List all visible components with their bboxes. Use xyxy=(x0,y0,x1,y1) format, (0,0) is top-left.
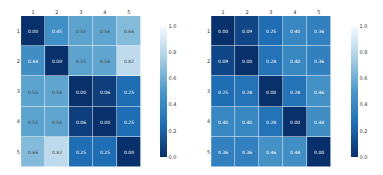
svg-text:0.00: 0.00 xyxy=(52,59,62,64)
svg-text:3: 3 xyxy=(269,9,272,15)
svg-text:0.56: 0.56 xyxy=(100,59,110,64)
svg-text:1: 1 xyxy=(31,9,34,15)
svg-text:0.0: 0.0 xyxy=(360,154,368,160)
svg-text:0.00: 0.00 xyxy=(100,120,110,125)
svg-text:0.25: 0.25 xyxy=(100,150,110,155)
svg-text:0.09: 0.09 xyxy=(242,29,252,34)
svg-text:0.00: 0.00 xyxy=(266,90,276,95)
svg-text:2: 2 xyxy=(245,9,248,15)
svg-text:0.40: 0.40 xyxy=(290,59,300,64)
svg-text:0.00: 0.00 xyxy=(290,120,300,125)
svg-text:0.56: 0.56 xyxy=(100,29,110,34)
svg-text:3: 3 xyxy=(207,88,210,94)
svg-text:0.00: 0.00 xyxy=(28,29,38,34)
svg-text:0.00: 0.00 xyxy=(242,59,252,64)
svg-text:0.00: 0.00 xyxy=(124,150,134,155)
svg-text:0.66: 0.66 xyxy=(124,29,134,34)
svg-text:0.36: 0.36 xyxy=(314,29,324,34)
svg-text:0.0: 0.0 xyxy=(169,154,177,160)
svg-text:0.82: 0.82 xyxy=(124,59,134,64)
svg-text:5: 5 xyxy=(207,149,210,155)
svg-text:1.0: 1.0 xyxy=(169,23,177,29)
svg-text:0.25: 0.25 xyxy=(218,90,228,95)
svg-text:0.6: 0.6 xyxy=(169,75,177,81)
svg-text:1.0: 1.0 xyxy=(360,23,368,29)
svg-text:0.40: 0.40 xyxy=(290,29,300,34)
svg-text:0.25: 0.25 xyxy=(76,150,86,155)
svg-text:0.25: 0.25 xyxy=(266,29,276,34)
svg-text:4: 4 xyxy=(103,9,106,15)
svg-text:0.00: 0.00 xyxy=(218,29,228,34)
svg-text:3: 3 xyxy=(17,88,20,94)
svg-text:2: 2 xyxy=(207,58,210,64)
svg-text:0.36: 0.36 xyxy=(314,59,324,64)
svg-text:0.25: 0.25 xyxy=(124,90,134,95)
svg-text:0.44: 0.44 xyxy=(28,59,38,64)
svg-text:1: 1 xyxy=(17,28,20,34)
svg-text:0.36: 0.36 xyxy=(242,150,252,155)
svg-text:1: 1 xyxy=(207,28,210,34)
svg-text:0.4: 0.4 xyxy=(169,101,177,107)
svg-text:0.40: 0.40 xyxy=(242,120,252,125)
svg-text:0.56: 0.56 xyxy=(52,120,62,125)
svg-text:3: 3 xyxy=(79,9,82,15)
svg-text:0.45: 0.45 xyxy=(52,29,62,34)
svg-text:4: 4 xyxy=(17,118,20,124)
svg-text:0.44: 0.44 xyxy=(290,150,300,155)
svg-text:0.4: 0.4 xyxy=(360,101,368,107)
svg-text:5: 5 xyxy=(317,9,320,15)
svg-text:2: 2 xyxy=(55,9,58,15)
svg-text:0.28: 0.28 xyxy=(242,90,252,95)
svg-text:0.00: 0.00 xyxy=(314,150,324,155)
svg-text:0.2: 0.2 xyxy=(169,128,177,134)
svg-text:0.46: 0.46 xyxy=(314,90,324,95)
svg-text:0.6: 0.6 xyxy=(360,75,368,81)
svg-text:0.55: 0.55 xyxy=(76,29,86,34)
svg-text:0.28: 0.28 xyxy=(266,120,276,125)
svg-text:0.55: 0.55 xyxy=(28,120,38,125)
svg-text:4: 4 xyxy=(207,118,210,124)
svg-text:1: 1 xyxy=(221,9,224,15)
svg-text:0.66: 0.66 xyxy=(28,150,38,155)
svg-text:0.00: 0.00 xyxy=(76,90,86,95)
svg-text:0.2: 0.2 xyxy=(360,128,368,134)
svg-text:0.36: 0.36 xyxy=(218,150,228,155)
svg-text:0.8: 0.8 xyxy=(169,49,177,55)
svg-text:0.25: 0.25 xyxy=(124,120,134,125)
svg-text:0.8: 0.8 xyxy=(360,49,368,55)
svg-text:0.44: 0.44 xyxy=(314,120,324,125)
svg-text:0.40: 0.40 xyxy=(218,120,228,125)
svg-text:0.82: 0.82 xyxy=(52,150,62,155)
svg-text:0.55: 0.55 xyxy=(28,90,38,95)
svg-text:5: 5 xyxy=(17,149,20,155)
svg-text:0.55: 0.55 xyxy=(76,59,86,64)
svg-text:4: 4 xyxy=(293,9,296,15)
svg-text:0.09: 0.09 xyxy=(218,59,228,64)
svg-text:0.28: 0.28 xyxy=(290,90,300,95)
svg-text:0.56: 0.56 xyxy=(52,90,62,95)
svg-text:0.28: 0.28 xyxy=(266,59,276,64)
svg-text:0.46: 0.46 xyxy=(266,150,276,155)
svg-text:0.06: 0.06 xyxy=(76,120,86,125)
svg-text:0.06: 0.06 xyxy=(100,90,110,95)
svg-text:2: 2 xyxy=(17,58,20,64)
svg-text:5: 5 xyxy=(127,9,130,15)
